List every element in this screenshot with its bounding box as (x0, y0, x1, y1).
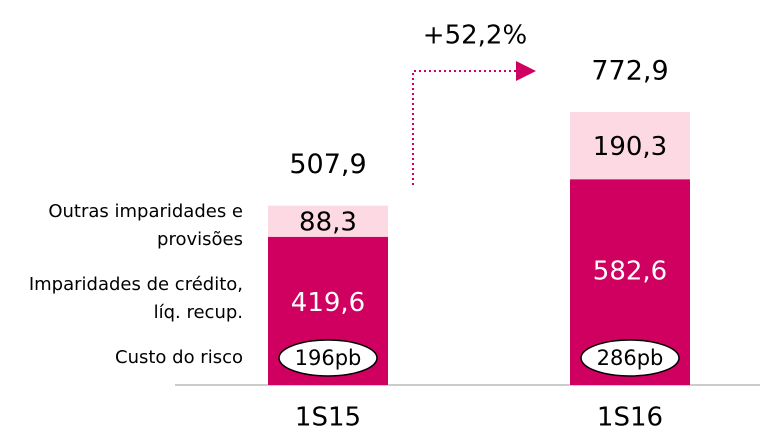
value-label: 582,6 (593, 256, 667, 286)
x-tick-label: 1S15 (295, 403, 361, 433)
cost-of-risk-oval (278, 339, 378, 377)
x-tick-label: 1S16 (597, 403, 663, 433)
total-label: 772,9 (591, 56, 668, 87)
value-label: 88,3 (299, 208, 357, 238)
value-label: 419,6 (291, 288, 365, 318)
value-label: 190,3 (593, 132, 667, 162)
cost-of-risk-oval (580, 339, 680, 377)
growth-arrow (412, 61, 536, 185)
cost-of-risk-value: 286pb (597, 346, 664, 370)
legend-entry: Outras imparidades e provisões (48, 201, 243, 250)
bar-segment (268, 205, 388, 237)
bar-segment (570, 112, 690, 180)
total-label: 507,9 (289, 149, 366, 180)
cost-of-risk-value: 196pb (295, 346, 362, 370)
cost-of-risk-label: Custo do risco (115, 347, 243, 368)
growth-label: +52,2% (423, 21, 527, 51)
legend-entry: Imparidades de crédito, líq. recup. (28, 274, 243, 323)
